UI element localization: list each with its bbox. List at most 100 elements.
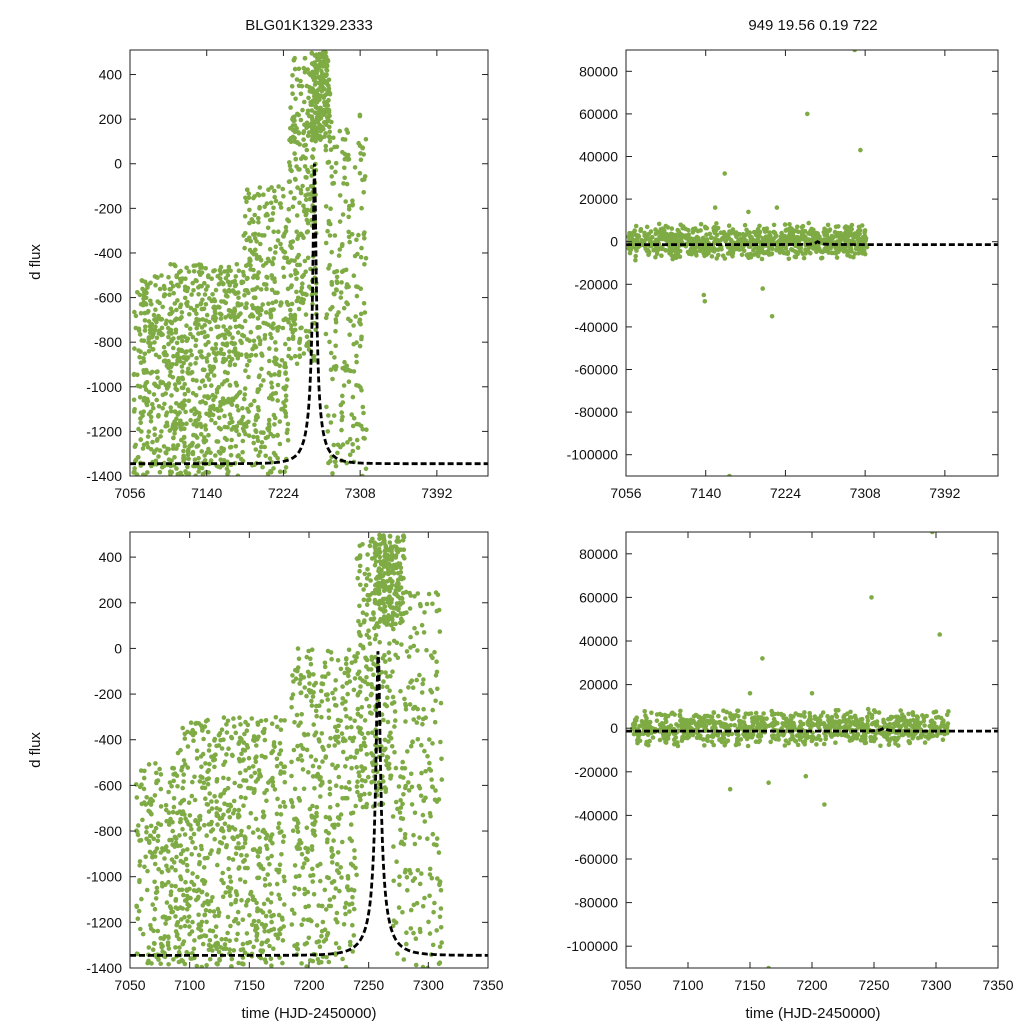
- data-point: [277, 740, 283, 746]
- data-point: [427, 893, 432, 899]
- data-point: [309, 698, 314, 704]
- data-point: [360, 427, 366, 432]
- data-point: [381, 679, 386, 684]
- data-point: [704, 225, 710, 231]
- data-point: [328, 147, 334, 152]
- data-point: [300, 183, 305, 189]
- data-point: [408, 680, 413, 685]
- data-point: [264, 201, 270, 206]
- data-point: [322, 660, 328, 666]
- data-point: [314, 923, 320, 928]
- data-point: [264, 274, 269, 280]
- data-point: [361, 190, 367, 195]
- data-point: [268, 200, 274, 206]
- data-point: [221, 775, 226, 781]
- data-point: [253, 923, 259, 929]
- data-point: [255, 875, 260, 881]
- data-point: [658, 229, 663, 235]
- data-point: [254, 413, 260, 418]
- data-point: [324, 404, 329, 410]
- data-point: [176, 283, 181, 289]
- data-point: [329, 249, 335, 255]
- data-point: [151, 405, 156, 411]
- data-point: [178, 427, 184, 432]
- data-point: [288, 240, 294, 245]
- data-point: [187, 931, 192, 937]
- data-point: [184, 862, 190, 868]
- data-point: [254, 900, 259, 906]
- data-point: [358, 254, 364, 260]
- data-point: [282, 386, 288, 392]
- data-point: [833, 230, 838, 235]
- data-point: [377, 591, 382, 596]
- data-point: [381, 747, 387, 753]
- data-point: [323, 814, 329, 820]
- data-point: [196, 331, 201, 336]
- data-point: [179, 473, 185, 476]
- data-point: [211, 268, 217, 274]
- data-point: [237, 770, 243, 776]
- data-point: [406, 685, 411, 690]
- data-point: [344, 725, 350, 730]
- x-tick-label: 7140: [191, 485, 222, 501]
- data-point: [395, 546, 400, 552]
- data-point: [150, 902, 155, 907]
- data-point: [171, 435, 176, 441]
- data-point: [236, 960, 241, 966]
- data-point: [756, 253, 761, 259]
- data-point: [173, 330, 179, 335]
- data-point: [316, 80, 322, 86]
- data-point: [188, 720, 194, 725]
- x-tick-label: 7392: [929, 485, 960, 501]
- y-tick-label: 200: [99, 595, 123, 611]
- data-point: [801, 255, 807, 261]
- data-point: [150, 439, 155, 445]
- data-point: [251, 434, 256, 440]
- data-point: [394, 640, 400, 646]
- data-point: [215, 334, 221, 340]
- data-point: [229, 956, 235, 962]
- data-point: [203, 287, 209, 292]
- data-point: [355, 779, 360, 784]
- data-point: [358, 743, 364, 749]
- data-point: [180, 276, 185, 281]
- data-point: [302, 861, 307, 866]
- data-point: [178, 924, 183, 930]
- data-point: [414, 677, 420, 683]
- data-point: [354, 750, 360, 755]
- data-point: [396, 784, 402, 789]
- data-point: [133, 442, 138, 448]
- data-point: [355, 789, 360, 795]
- data-point: [297, 353, 302, 359]
- data-point: [190, 727, 195, 733]
- data-point: [168, 405, 173, 410]
- data-point: [663, 223, 669, 229]
- data-point: [327, 139, 333, 144]
- data-point: [713, 228, 719, 233]
- data-point: [282, 779, 288, 785]
- data-point: [289, 84, 295, 89]
- data-point: [404, 610, 409, 615]
- data-point: [187, 312, 192, 317]
- data-point: [175, 298, 180, 303]
- data-point: [151, 928, 156, 934]
- data-point: [202, 912, 207, 918]
- data-point: [414, 900, 420, 906]
- data-point: [267, 909, 273, 914]
- data-point: [362, 230, 367, 235]
- data-point: [134, 903, 139, 909]
- panel-1: -1400-1200-1000-800-600-400-200020040070…: [86, 49, 489, 501]
- data-point: [319, 699, 325, 704]
- data-point: [336, 945, 342, 951]
- data-point: [656, 221, 662, 227]
- data-point: [394, 538, 400, 544]
- data-point: [297, 873, 302, 879]
- data-point: [333, 724, 338, 730]
- data-point: [144, 282, 150, 288]
- data-point: [192, 774, 197, 780]
- data-point: [221, 715, 227, 720]
- data-point: [220, 828, 226, 834]
- data-point: [177, 348, 183, 353]
- data-point: [377, 532, 382, 538]
- data-point: [166, 946, 172, 951]
